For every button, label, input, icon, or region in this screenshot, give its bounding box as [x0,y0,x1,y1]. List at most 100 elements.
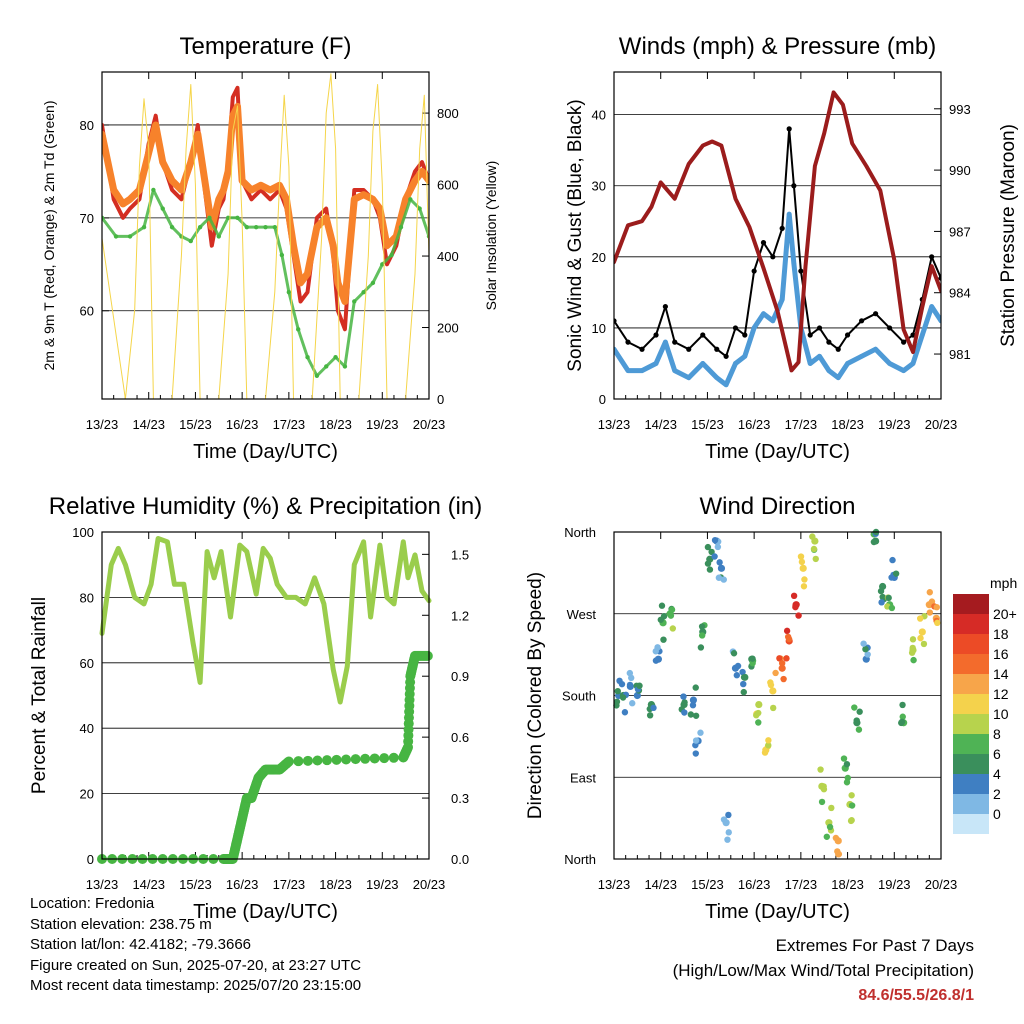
direction-point [704,560,712,567]
y-tick-label: 10 [592,321,606,336]
direction-point [614,687,621,695]
direction-point [669,625,677,632]
colorbar-label: 18 [993,626,1009,642]
direction-point [765,742,772,749]
direction-point [715,574,723,581]
direction-point [785,635,793,643]
chart-title: Wind Direction [699,493,855,520]
direction-point [916,615,924,622]
extremes-subtitle: (High/Low/Max Wind/Total Precipitation) [672,961,974,980]
y2-tick-label: 1.2 [451,608,469,623]
colorbar-label: 12 [993,686,1009,702]
colorbar-swatch [953,654,989,674]
direction-point [765,737,772,744]
direction-point [826,823,834,831]
gust-point [742,332,748,338]
direction-point [668,606,676,613]
direction-point [740,674,748,681]
x-tick-label: 19/23 [878,877,911,892]
direction-point [689,696,698,704]
colorbar-swatch [953,794,989,814]
direction-point [810,545,818,553]
direction-point [843,779,851,786]
x-tick-label: 17/23 [785,877,818,892]
x-tick-label: 20/23 [925,417,958,432]
colorbar-swatch [953,774,989,794]
direction-point [926,589,933,596]
y-tick-label: 40 [80,721,94,736]
wind-point [901,368,907,373]
direction-point [755,719,762,726]
precip-point [293,756,304,767]
solar-insolation-line [102,73,429,399]
gust-point [639,346,645,352]
y2-tick-label: 0.3 [451,791,469,806]
extremes-values: 84.6/55.5/26.8/1 [858,987,974,1004]
x-tick-label: 19/23 [366,877,399,892]
direction-chart: North East South West North Direction (Colore… [525,493,1017,923]
direction-point [798,558,806,566]
gust-point [732,325,739,331]
direction-point [856,708,863,715]
direction-point [800,583,808,590]
direction-point [817,766,824,773]
extremes-title: Extremes For Past 7 Days [775,936,974,955]
colorbar-swatch [953,634,989,654]
y2-tick-label: 993 [949,102,971,117]
colorbar-label: 4 [993,766,1001,782]
wind-point [779,297,785,302]
precip-point [283,756,294,767]
direction-point [848,792,855,799]
wind-point [887,361,893,366]
wind-point [686,375,692,381]
y2-tick-label: 0.0 [451,852,469,867]
direction-point [717,564,726,572]
y2-axis-label: Station Pressure (Maroon) [998,124,1019,347]
x-tick-label: 17/23 [273,877,306,892]
direction-point [795,612,802,619]
gust-point [798,268,804,274]
direction-point [687,711,695,718]
colorbar-label: 14 [993,666,1009,682]
direction-point [834,848,841,855]
y-tick-label: 80 [80,590,94,605]
direction-point [739,668,746,676]
direction-point [928,598,936,605]
direction-point [689,701,697,709]
gust-point [714,346,720,352]
wind-point [761,311,766,317]
colorbar-label: 16 [993,646,1009,662]
x-tick-label: 14/23 [644,417,677,432]
direction-point [714,543,722,551]
y2-tick-label: 981 [949,347,971,362]
direction-point [812,555,819,563]
y-axis-label: 2m & 9m T (Red, Orange) & 2m Td (Green) [41,101,57,371]
wind-point [733,361,738,366]
direction-point [818,798,826,806]
colorbar-swatch [953,754,989,774]
x-tick-label: 18/23 [831,877,864,892]
gust-point [779,225,785,231]
y2-tick-label: 987 [949,224,971,239]
direction-point [892,570,900,577]
direction-point [692,750,699,757]
wind-point [873,346,878,352]
direction-point [889,556,896,564]
direction-point [851,704,858,711]
direction-point [910,656,917,664]
wind-point [751,325,757,331]
y-tick-label: North [564,852,596,867]
direction-point [828,804,835,812]
wind-point [786,211,792,217]
direction-point [769,687,777,695]
colorbar-label: 2 [993,786,1001,802]
wind-point [791,261,797,267]
gust-point [625,339,631,345]
direction-point [680,693,687,700]
direction-point [698,632,706,639]
gust-point [835,346,841,352]
wind-point [835,375,841,381]
gust-point [791,183,797,189]
direction-point [613,698,621,705]
